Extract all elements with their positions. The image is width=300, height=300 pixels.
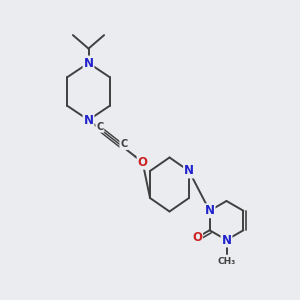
Text: N: N — [184, 164, 194, 178]
Text: N: N — [83, 113, 94, 127]
Text: CH₃: CH₃ — [218, 256, 236, 266]
Text: N: N — [205, 204, 214, 217]
Text: C: C — [120, 139, 128, 149]
Text: O: O — [192, 231, 202, 244]
Text: N: N — [221, 233, 232, 247]
Text: N: N — [83, 56, 94, 70]
Text: C: C — [96, 122, 103, 132]
Text: O: O — [138, 156, 148, 169]
